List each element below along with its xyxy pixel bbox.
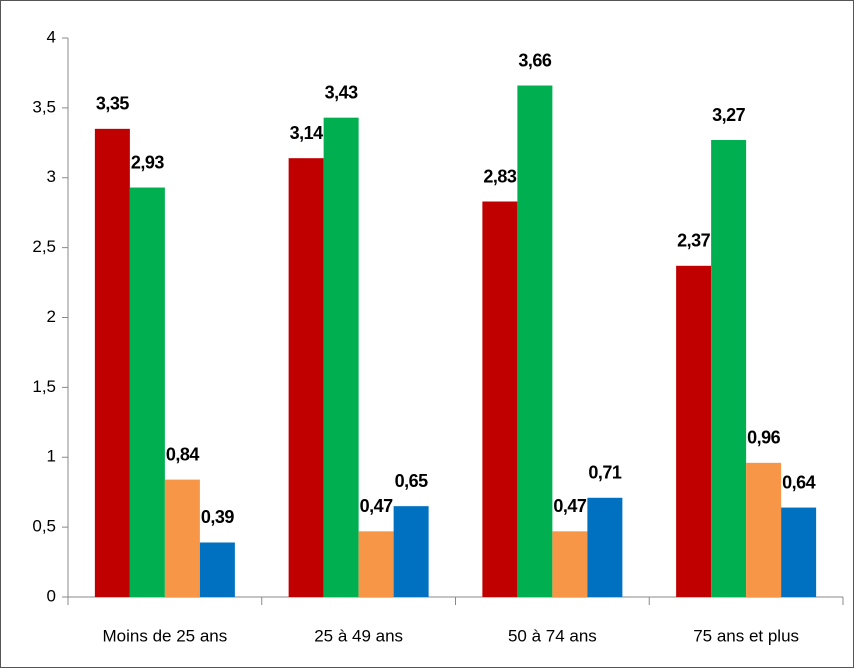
y-tick-label: 2 — [47, 307, 56, 326]
y-tick-label: 4 — [47, 27, 56, 46]
y-tick-label: 3,5 — [32, 97, 56, 116]
bar — [781, 507, 817, 597]
bar — [393, 506, 429, 597]
y-tick-label: 1 — [47, 447, 56, 466]
value-label: 0,96 — [747, 428, 781, 448]
bar — [746, 462, 782, 597]
bar — [552, 531, 588, 597]
y-tick-label: 0,5 — [32, 517, 56, 536]
value-label: 2,93 — [131, 152, 165, 172]
value-label: 0,39 — [201, 507, 235, 527]
bar — [517, 85, 553, 597]
value-label: 0,64 — [782, 472, 816, 492]
bar — [129, 187, 165, 597]
value-label: 3,43 — [325, 82, 359, 102]
value-label: 2,37 — [677, 231, 711, 251]
x-tick-label: Moins de 25 ans — [103, 626, 228, 645]
value-label: 3,35 — [96, 94, 130, 114]
value-label: 3,27 — [712, 105, 746, 125]
value-label: 0,65 — [395, 471, 429, 491]
y-tick-label: 3 — [47, 167, 56, 186]
bar — [482, 201, 518, 597]
value-label: 0,84 — [166, 444, 200, 464]
bar — [164, 479, 200, 597]
bar — [94, 128, 130, 597]
value-label: 3,66 — [518, 50, 552, 70]
bar — [358, 531, 394, 597]
y-tick-label: 1,5 — [32, 377, 56, 396]
value-label: 0,47 — [553, 496, 587, 516]
value-label: 0,71 — [588, 463, 622, 483]
value-label: 0,47 — [360, 496, 394, 516]
bar — [711, 140, 747, 597]
bar — [676, 265, 712, 597]
y-tick-label: 0 — [47, 586, 56, 605]
x-tick-label: 50 à 74 ans — [508, 626, 597, 645]
x-tick-label: 25 à 49 ans — [314, 626, 403, 645]
x-tick-label: 75 ans et plus — [693, 626, 799, 645]
y-tick-label: 2,5 — [32, 237, 56, 256]
bar — [323, 117, 359, 597]
value-label: 2,83 — [483, 166, 517, 186]
bar — [288, 158, 324, 597]
bar — [587, 497, 623, 597]
bar — [199, 542, 235, 597]
value-label: 3,14 — [290, 123, 324, 143]
